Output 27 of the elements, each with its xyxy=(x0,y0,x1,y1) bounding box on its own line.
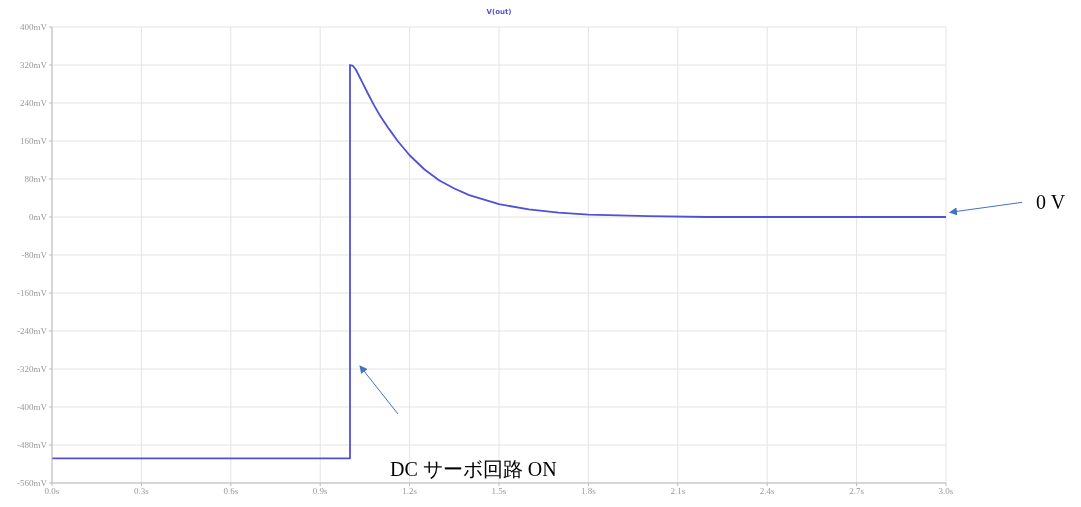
x-tick-label: 1.8s xyxy=(581,486,597,497)
y-tick-label: -480mV xyxy=(17,440,48,451)
y-tick-label: -400mV xyxy=(17,402,48,413)
y-tick-label: -160mV xyxy=(17,288,48,299)
y-tick-label: 240mV xyxy=(20,98,48,109)
y-tick-label: 80mV xyxy=(24,174,48,185)
y-tick-label: -560mV xyxy=(17,478,48,489)
x-tick-label: 0.6s xyxy=(223,486,239,497)
x-tick-label: 0.0s xyxy=(44,486,60,497)
annotation: DC サーボ回路 ON xyxy=(390,458,557,480)
x-tick-label: 0.9s xyxy=(312,486,329,497)
y-tick-label: 400mV xyxy=(20,22,48,33)
y-tick-label: 0mV xyxy=(29,212,48,223)
x-tick-label: 2.7s xyxy=(849,486,865,497)
line-series xyxy=(52,64,946,460)
annotation: 0 V xyxy=(1036,191,1066,214)
x-tick-label: 0.3s xyxy=(134,486,150,497)
y-tick-label: -320mV xyxy=(17,364,48,375)
y-tick-label: 160mV xyxy=(20,136,48,147)
x-tick-label: 2.1s xyxy=(670,486,686,497)
y-tick-label: -240mV xyxy=(17,326,48,337)
y-tick-label: -80mV xyxy=(21,250,48,261)
x-tick-label: 2.4s xyxy=(759,486,776,497)
y-tick-label: 320mV xyxy=(20,60,48,71)
x-tick-label: 3.0s xyxy=(938,486,954,497)
x-tick-label: 1.2s xyxy=(402,486,418,497)
x-tick-label: 1.5s xyxy=(491,486,507,497)
